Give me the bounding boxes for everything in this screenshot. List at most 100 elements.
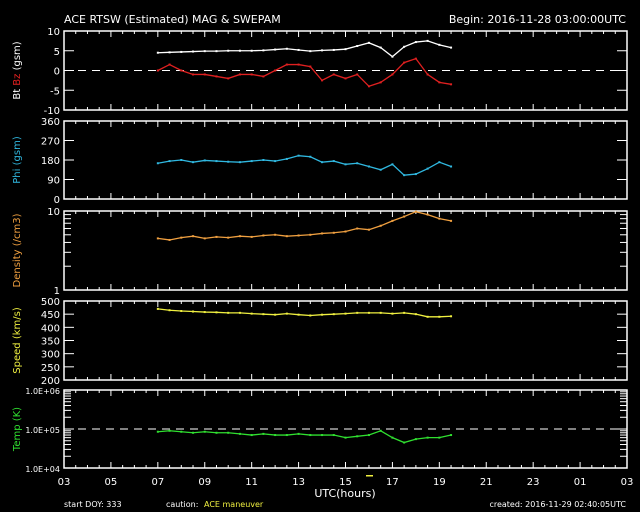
series-line-temp	[157, 430, 452, 444]
data-point-bz	[426, 73, 429, 76]
x-tick-label: 15	[339, 477, 352, 488]
data-point-bt	[238, 49, 241, 52]
data-point-phi	[356, 162, 359, 165]
data-point-temp	[356, 435, 359, 438]
y-axis-label-part: (/cm3)	[12, 213, 23, 249]
data-point-density	[309, 233, 312, 236]
data-point-speed	[227, 311, 230, 314]
data-point-bt	[309, 50, 312, 53]
data-point-speed	[426, 315, 429, 318]
x-tick-label: 17	[386, 477, 399, 488]
y-axis-label-part: Density	[12, 249, 23, 287]
y-axis-label: Temp (K)	[12, 407, 23, 452]
y-axis-label-part: Temp	[12, 424, 23, 452]
data-point-density	[450, 219, 453, 222]
y-axis-label-part: (km/s)	[12, 307, 23, 342]
panel-speed: 200 250 300 350 400 450 500 Speed (km/s)	[12, 297, 628, 387]
data-point-bt	[227, 49, 230, 52]
data-point-bz	[156, 69, 159, 72]
data-point-bz	[450, 83, 453, 86]
y-tick-label: 0	[54, 67, 60, 78]
caution-text: ACE maneuver	[204, 500, 264, 509]
data-point-temp	[156, 430, 159, 433]
data-point-density	[297, 234, 300, 237]
y-tick-label: 250	[41, 363, 60, 374]
begin-time: Begin: 2016-11-28 03:00:00UTC	[449, 13, 626, 26]
data-point-temp	[379, 429, 382, 432]
data-point-phi	[344, 163, 347, 166]
data-point-phi	[297, 154, 300, 157]
data-point-speed	[403, 311, 406, 314]
y-tick-label: 10	[47, 207, 60, 218]
data-point-speed	[250, 312, 253, 315]
data-point-phi	[250, 160, 253, 163]
data-point-speed	[203, 311, 206, 314]
data-point-speed	[262, 313, 265, 316]
x-tick-label: 11	[245, 477, 258, 488]
data-point-phi	[180, 159, 183, 161]
data-point-bz	[262, 75, 265, 78]
data-point-temp	[227, 431, 230, 434]
data-point-bt	[379, 46, 382, 49]
data-point-phi	[450, 165, 453, 168]
y-tick-label: 350	[41, 337, 60, 348]
start-doy: start DOY: 333	[64, 500, 122, 509]
data-point-temp	[238, 432, 241, 435]
data-point-bz	[438, 81, 441, 84]
x-tick-label: 21	[480, 477, 493, 488]
data-point-density	[262, 234, 265, 237]
data-point-bz	[285, 63, 288, 66]
data-point-temp	[180, 430, 183, 433]
data-point-bt	[168, 51, 171, 54]
y-axis-label-part: (gsm)	[12, 136, 23, 168]
data-point-density	[156, 237, 159, 240]
data-point-temp	[367, 434, 370, 437]
data-point-bt	[192, 50, 195, 53]
data-point-density	[285, 235, 288, 238]
data-point-speed	[321, 313, 324, 316]
y-tick-label: 0	[54, 195, 60, 206]
data-point-phi	[379, 168, 382, 171]
panel-frame	[63, 210, 628, 291]
data-point-bz	[403, 61, 406, 64]
data-point-density	[379, 224, 382, 227]
data-point-density	[414, 210, 417, 213]
y-tick-label: 1	[54, 286, 60, 297]
x-tick-label: 05	[105, 477, 118, 488]
data-point-bz	[321, 79, 324, 82]
panel-temp: 1.0E+04 1.0E+05 1.0E+06 Temp (K)	[12, 387, 628, 474]
data-point-speed	[379, 311, 382, 314]
data-point-speed	[367, 311, 370, 314]
data-point-bz	[332, 73, 335, 76]
data-point-temp	[332, 434, 335, 437]
y-axis-label: Bt Bz (gsm)	[12, 41, 23, 99]
data-point-speed	[309, 314, 312, 317]
series-line-bz	[157, 57, 452, 88]
data-point-speed	[414, 313, 417, 316]
data-point-bt	[367, 41, 370, 44]
chart-title: ACE RTSW (Estimated) MAG & SWEPAM	[64, 13, 281, 26]
data-point-bz	[238, 73, 241, 76]
y-tick-label: 200	[41, 376, 60, 387]
data-point-speed	[180, 310, 183, 313]
data-point-bz	[356, 73, 359, 76]
data-point-phi	[215, 160, 218, 163]
data-point-speed	[274, 313, 277, 316]
x-tick-label: 03	[58, 477, 71, 488]
data-point-phi	[274, 160, 277, 163]
data-point-speed	[332, 313, 335, 316]
data-point-density	[426, 213, 429, 216]
data-point-density	[250, 235, 253, 238]
maneuver-marker	[366, 475, 373, 477]
data-point-temp	[168, 429, 171, 432]
data-point-temp	[274, 434, 277, 437]
data-point-temp	[438, 436, 441, 439]
data-point-phi	[285, 157, 288, 160]
data-point-density	[168, 238, 171, 241]
data-point-speed	[156, 307, 159, 310]
x-tick-label: 09	[198, 477, 211, 488]
caution-label: caution:	[166, 500, 198, 509]
data-point-bt	[262, 49, 265, 52]
data-point-bz	[250, 73, 253, 76]
x-tick-label: 01	[574, 477, 587, 488]
